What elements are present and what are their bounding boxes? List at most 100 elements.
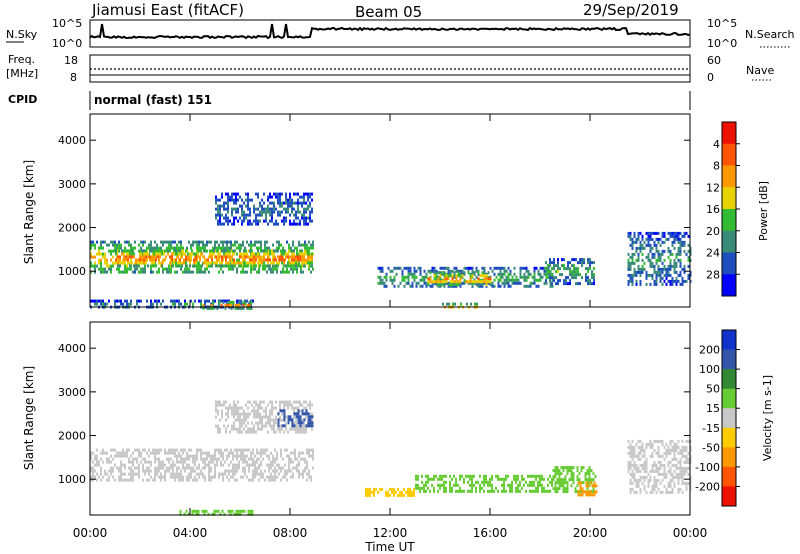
echo-cell — [227, 198, 229, 202]
echo-cell — [146, 246, 148, 250]
echo-cell — [118, 454, 120, 458]
echo-cell — [120, 469, 122, 473]
echo-cell — [409, 493, 411, 497]
echo-cell — [188, 454, 190, 458]
echo-cell — [260, 243, 262, 247]
echo-cell — [381, 487, 383, 491]
echo-cell — [152, 478, 154, 482]
echo-cell — [399, 493, 401, 497]
echo-cell — [116, 267, 118, 271]
echo-cell — [281, 412, 283, 416]
echo-cell — [276, 454, 278, 458]
echo-cell — [627, 261, 630, 265]
echo-cell — [681, 475, 684, 479]
echo-cell — [221, 415, 223, 419]
echo-cell — [297, 204, 299, 208]
echo-cell — [281, 249, 283, 253]
echo-cell — [115, 258, 117, 262]
echo-cell — [210, 303, 213, 307]
echo-cell — [451, 477, 453, 481]
echo-cell — [152, 246, 154, 250]
echo-cell — [250, 457, 252, 461]
echo-cell — [231, 427, 233, 431]
echo-cell — [633, 252, 636, 256]
echo-cell — [118, 299, 120, 303]
echo-cell — [669, 442, 672, 446]
echo-cell — [170, 246, 172, 250]
echo-cell — [427, 277, 430, 281]
echo-cell — [585, 493, 588, 497]
echo-cell — [211, 258, 213, 262]
echo-cell — [249, 258, 251, 262]
echo-cell — [675, 231, 678, 235]
echo-cell — [551, 276, 553, 280]
echo-cell — [192, 466, 194, 470]
echo-cell — [495, 486, 497, 490]
echo-cell — [525, 284, 528, 288]
echo-cell — [643, 487, 646, 491]
echo-cell — [169, 261, 171, 265]
echo-cell — [445, 474, 447, 478]
echo-cell — [148, 472, 150, 476]
echo-cell — [489, 480, 491, 484]
echo-cell — [128, 243, 130, 247]
echo-cell — [172, 475, 174, 479]
echo-cell — [110, 469, 112, 473]
echo-cell — [631, 243, 634, 247]
echo-cell — [295, 213, 297, 217]
echo-cell — [655, 481, 658, 485]
echo-cell — [673, 264, 676, 268]
echo-cell — [225, 412, 227, 416]
echo-cell — [127, 249, 129, 253]
echo-cell — [198, 240, 200, 244]
echo-cell — [665, 454, 668, 458]
echo-cell — [176, 466, 178, 470]
echo-cell — [591, 493, 594, 497]
echo-cell — [385, 275, 388, 279]
echo-cell — [273, 421, 275, 425]
echo-cell — [543, 281, 546, 285]
echo-cell — [286, 240, 288, 244]
echo-cell — [298, 469, 300, 473]
echo-cell — [199, 258, 201, 262]
echo-cell — [309, 421, 312, 425]
echo-cell — [265, 210, 267, 214]
echo-cell — [217, 430, 219, 434]
echo-cell — [223, 512, 226, 516]
echo-cell — [213, 261, 215, 265]
echo-cell — [228, 463, 230, 467]
echo-cell — [560, 472, 563, 476]
echo-cell — [277, 255, 279, 259]
echo-cell — [255, 400, 257, 404]
echo-cell — [213, 512, 216, 516]
echo-cell — [485, 480, 487, 484]
echo-cell — [661, 234, 664, 238]
echo-cell — [647, 258, 650, 262]
echo-cell — [377, 266, 380, 270]
echo-cell — [649, 469, 652, 473]
echo-cell — [513, 272, 516, 276]
echo-cell — [661, 267, 664, 271]
echo-cell — [265, 409, 267, 413]
echo-cell — [124, 451, 126, 455]
echo-cell — [292, 267, 294, 271]
echo-cell — [667, 273, 670, 277]
echo-cell — [459, 284, 462, 288]
echo-cell — [645, 445, 648, 449]
echo-cell — [94, 463, 96, 467]
echo-cell — [240, 451, 242, 455]
echo-cell — [253, 207, 255, 211]
echo-cell — [134, 246, 136, 250]
echo-cell — [92, 475, 94, 479]
echo-cell — [206, 299, 208, 303]
echo-cell — [94, 454, 96, 458]
echo-cell — [503, 480, 505, 484]
echo-cell — [154, 299, 156, 303]
echo-cell — [285, 198, 287, 202]
echo-cell — [279, 409, 282, 413]
echo-cell — [663, 234, 666, 238]
x-tick-label: 12:00 — [373, 526, 408, 540]
echo-cell — [178, 478, 180, 482]
echo-cell — [299, 255, 301, 259]
echo-cell — [687, 276, 690, 280]
